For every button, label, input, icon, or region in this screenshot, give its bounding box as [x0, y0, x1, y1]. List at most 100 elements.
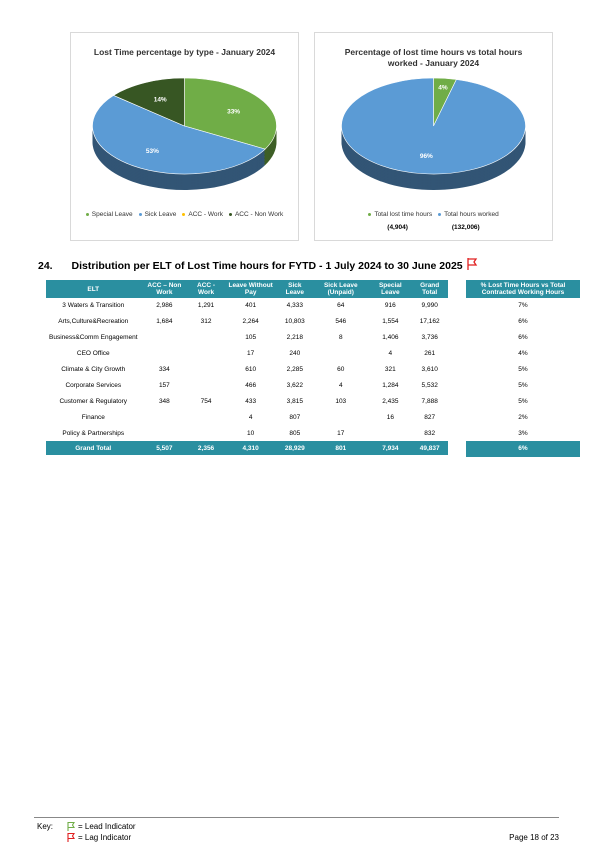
column-header: % Lost Time Hours vs Total Contracted Wo… — [466, 280, 580, 298]
chart-title: Percentage of lost time hours vs total h… — [344, 47, 523, 68]
data-label: 14% — [154, 97, 167, 104]
cell: 10 — [247, 429, 255, 437]
total-cell: 4,310 — [223, 441, 278, 456]
data-label: 33% — [227, 108, 240, 115]
pie-slice — [92, 95, 266, 175]
chart-box: Lost Time percentage by type - January 2… — [70, 32, 299, 241]
cell — [188, 377, 224, 393]
cell: 334 — [158, 366, 170, 373]
table-row: Corporate Services 157 466 3,622 4 1,284 5,532 — [46, 377, 448, 393]
chart-title: Lost Time percentage by type - January 2… — [93, 47, 276, 57]
row-label: Customer & Regulatory — [59, 397, 128, 405]
cell: 3,610 — [421, 366, 438, 373]
legend-label: Special Leave — [91, 211, 133, 218]
cell — [188, 425, 224, 441]
cell: 5% — [518, 397, 528, 405]
cell: 546 — [335, 318, 347, 326]
table-row: 5% — [466, 377, 580, 393]
cell: 401 — [245, 302, 257, 310]
cell: 9,990 — [421, 302, 438, 310]
legend-swatch — [138, 212, 142, 216]
legend-item: Total lost time hours — [368, 211, 432, 218]
legend-swatch — [85, 212, 89, 216]
legend-label: Total lost time hours — [374, 211, 433, 218]
legend-swatch — [182, 212, 186, 216]
cell: 261 — [424, 350, 436, 358]
total-cell: 2,356 — [188, 441, 224, 456]
data-label: 96% — [420, 153, 433, 160]
column-header: ELT — [46, 280, 141, 298]
cell: 17 — [337, 429, 345, 437]
pie-chart: 4% 96% — [341, 77, 526, 190]
row-label: CEO Office — [76, 350, 110, 358]
data-label: 53% — [146, 148, 159, 155]
table-row: Policy & Partnerships 10 805 17 832 — [46, 425, 448, 441]
legend-item: Sick Leave — [138, 211, 176, 218]
legend-swatch — [228, 212, 232, 216]
table-row: 3 Waters & Transition 2,986 1,291 401 4,333 6… — [46, 298, 448, 314]
cell: 2,264 — [242, 318, 259, 326]
column-header: Grand Total — [411, 280, 448, 298]
cell: 105 — [245, 334, 257, 342]
total-cell: Grand Total — [46, 441, 141, 456]
table-row: Customer & Regulatory 348 754 433 3,815 103 2,… — [46, 393, 448, 409]
legend: Total lost time hours Total hours worked — [315, 211, 552, 218]
cell — [369, 425, 411, 441]
cell: 60 — [337, 366, 345, 373]
cell: 5,532 — [421, 381, 438, 389]
pie-slice — [112, 77, 185, 127]
row-label: Business&Comm Engagement — [49, 334, 138, 342]
legend-item: ACC - Work — [182, 211, 223, 218]
legend-swatch — [438, 212, 442, 216]
pie-slice — [184, 77, 277, 150]
cell: 1,291 — [197, 302, 215, 310]
table-row: Arts,Culture&Recreation 1,684 312 2,264 10,8… — [46, 314, 448, 330]
cell: 7% — [518, 302, 528, 310]
lag-key: = Lag Indicator — [78, 833, 132, 842]
cell — [141, 346, 189, 362]
cell: 321 — [384, 366, 396, 373]
table-row: 2% — [466, 409, 580, 425]
cell: 4 — [248, 413, 253, 421]
column-header: Leave Without Pay — [223, 280, 278, 298]
page-number: Page 18 of 23 — [509, 833, 559, 842]
cell: 916 — [384, 302, 396, 310]
row-label: Corporate Services — [65, 381, 122, 389]
cell: 5% — [518, 366, 528, 373]
cell: 3,622 — [286, 381, 303, 389]
header-row: % Lost Time Hours vs Total Contracted Wo… — [466, 280, 580, 298]
total-row: 6% — [466, 441, 580, 457]
column-header: Sick Leave — [277, 280, 313, 298]
legend-label: Total hours worked — [444, 211, 499, 218]
total-row: Grand Total 5,507 2,356 4,310 28,929 801 7,934… — [46, 441, 448, 456]
cell: 1,554 — [382, 318, 399, 326]
table-row: 3% — [466, 425, 580, 441]
cell — [141, 330, 189, 346]
cell — [188, 409, 224, 425]
section-heading: 24. Distribution per ELT of Lost Time ho… — [38, 257, 478, 272]
cell: 4,333 — [286, 302, 303, 310]
total-cell: 28,929 — [277, 441, 313, 456]
lead-key: = Lead Indicator — [78, 822, 136, 831]
cell: 2,285 — [286, 366, 303, 373]
cell: 2,986 — [156, 302, 173, 310]
percent-table: % Lost Time Hours vs Total Contracted Wo… — [466, 280, 580, 457]
row-label: Policy & Partnerships — [62, 429, 125, 437]
legend-label: ACC - Non Work — [234, 211, 284, 218]
cell: 5% — [518, 381, 528, 389]
cell: 3,736 — [421, 334, 438, 342]
cell: 832 — [424, 429, 436, 437]
cell: 433 — [245, 397, 257, 405]
cell: 805 — [289, 429, 301, 437]
cell: 10,803 — [284, 318, 305, 326]
cell — [312, 409, 369, 425]
cell: 610 — [245, 366, 257, 373]
total-cell: 49,837 — [411, 441, 448, 456]
cell: 17 — [247, 350, 255, 358]
cell: 64 — [337, 302, 345, 310]
cell: 2% — [518, 413, 528, 421]
table-row: 5% — [466, 362, 580, 378]
section-title: Distribution per ELT of Lost Time hours … — [71, 260, 463, 272]
cell: 8 — [338, 334, 343, 342]
